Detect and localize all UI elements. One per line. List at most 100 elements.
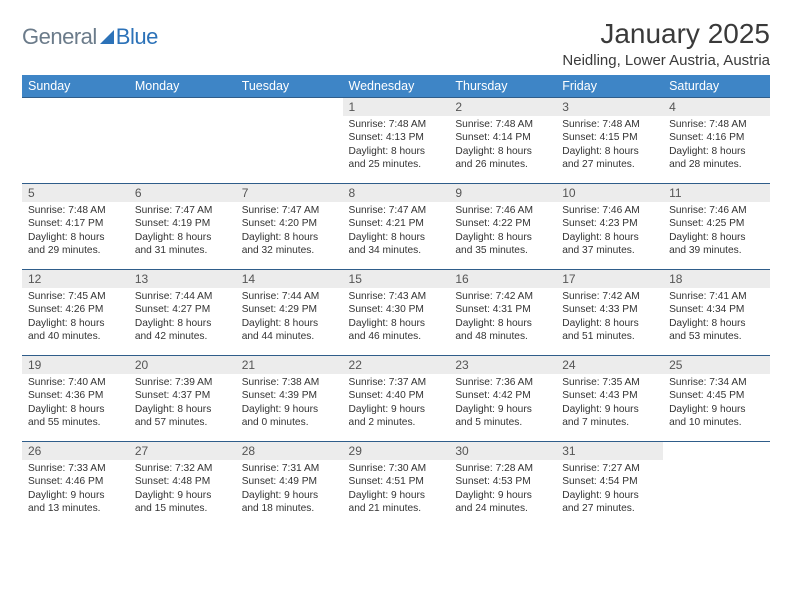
sunrise-line: Sunrise: 7:38 AM — [242, 376, 337, 389]
sunrise-line: Sunrise: 7:47 AM — [242, 204, 337, 217]
day-number: 2 — [449, 98, 556, 116]
day-details: Sunrise: 7:48 AMSunset: 4:16 PMDaylight:… — [663, 118, 770, 176]
sunset-time: 4:16 PM — [706, 132, 744, 143]
day-number: 21 — [236, 356, 343, 374]
daylight-hours: 9 — [605, 404, 611, 415]
sunset-time: 4:48 PM — [172, 476, 210, 487]
day-details: Sunrise: 7:48 AMSunset: 4:17 PMDaylight:… — [22, 204, 129, 262]
sunrise-line: Sunrise: 7:28 AM — [455, 462, 550, 475]
daylight-hours: 9 — [391, 490, 397, 501]
sunset-time: 4:49 PM — [279, 476, 317, 487]
daylight-line: Daylight: 9 hours and 15 minutes. — [135, 489, 230, 516]
sunset-time: 4:22 PM — [493, 218, 531, 229]
calendar-day-cell — [663, 442, 770, 528]
daylight-hours: 9 — [605, 490, 611, 501]
calendar-day-cell — [22, 98, 129, 184]
calendar-week-row: 5 Sunrise: 7:48 AMSunset: 4:17 PMDaylight… — [22, 184, 770, 270]
day-header: Tuesday — [236, 75, 343, 98]
sunset-line: Sunset: 4:31 PM — [455, 303, 550, 316]
daylight-minutes: 27 — [582, 159, 593, 170]
daylight-minutes: 26 — [475, 159, 486, 170]
day-number: 5 — [22, 184, 129, 202]
sunrise-time: 7:44 AM — [175, 291, 212, 302]
sunset-time: 4:17 PM — [65, 218, 103, 229]
day-details: Sunrise: 7:38 AMSunset: 4:39 PMDaylight:… — [236, 376, 343, 434]
sunset-time: 4:42 PM — [493, 390, 531, 401]
daylight-line: Daylight: 8 hours and 48 minutes. — [455, 317, 550, 344]
daylight-hours: 8 — [70, 232, 76, 243]
sunset-line: Sunset: 4:43 PM — [562, 389, 657, 402]
day-details: Sunrise: 7:47 AMSunset: 4:20 PMDaylight:… — [236, 204, 343, 262]
day-details: Sunrise: 7:46 AMSunset: 4:25 PMDaylight:… — [663, 204, 770, 262]
day-header: Sunday — [22, 75, 129, 98]
calendar-week-row: 26 Sunrise: 7:33 AMSunset: 4:46 PMDayligh… — [22, 442, 770, 528]
sunset-line: Sunset: 4:46 PM — [28, 475, 123, 488]
calendar-day-cell: 7Sunrise: 7:47 AMSunset: 4:20 PMDaylight… — [236, 184, 343, 270]
daylight-hours: 9 — [391, 404, 397, 415]
daylight-minutes: 13 — [48, 503, 59, 514]
sunrise-time: 7:38 AM — [282, 377, 319, 388]
sunset-line: Sunset: 4:51 PM — [349, 475, 444, 488]
day-number: 23 — [449, 356, 556, 374]
daylight-minutes: 27 — [582, 503, 593, 514]
calendar-day-cell: 11 Sunrise: 7:46 AMSunset: 4:25 PMDayligh… — [663, 184, 770, 270]
sunrise-time: 7:33 AM — [68, 463, 105, 474]
day-number: 11 — [663, 184, 770, 202]
daylight-minutes: 35 — [475, 245, 486, 256]
day-details: Sunrise: 7:39 AMSunset: 4:37 PMDaylight:… — [129, 376, 236, 434]
sunset-line: Sunset: 4:20 PM — [242, 217, 337, 230]
sunset-time: 4:51 PM — [386, 476, 424, 487]
sunset-line: Sunset: 4:49 PM — [242, 475, 337, 488]
daylight-line: Daylight: 8 hours and 44 minutes. — [242, 317, 337, 344]
daylight-minutes: 25 — [368, 159, 379, 170]
sunrise-line: Sunrise: 7:46 AM — [455, 204, 550, 217]
sunrise-time: 7:41 AM — [709, 291, 746, 302]
calendar-day-cell: 2Sunrise: 7:48 AMSunset: 4:14 PMDaylight… — [449, 98, 556, 184]
sunset-time: 4:15 PM — [600, 132, 638, 143]
sunrise-time: 7:46 AM — [709, 205, 746, 216]
sunset-line: Sunset: 4:54 PM — [562, 475, 657, 488]
calendar-day-cell: 30Sunrise: 7:28 AMSunset: 4:53 PMDayligh… — [449, 442, 556, 528]
daylight-hours: 8 — [70, 404, 76, 415]
day-details: Sunrise: 7:34 AMSunset: 4:45 PMDaylight:… — [663, 376, 770, 434]
location-subtitle: Neidling, Lower Austria, Austria — [562, 52, 770, 69]
daylight-minutes: 40 — [48, 331, 59, 342]
daylight-minutes: 31 — [155, 245, 166, 256]
sunrise-line: Sunrise: 7:46 AM — [669, 204, 764, 217]
daylight-hours: 8 — [177, 404, 183, 415]
calendar-day-cell: 23Sunrise: 7:36 AMSunset: 4:42 PMDayligh… — [449, 356, 556, 442]
calendar-day-cell: 29Sunrise: 7:30 AMSunset: 4:51 PMDayligh… — [343, 442, 450, 528]
daylight-line: Daylight: 8 hours and 37 minutes. — [562, 231, 657, 258]
sunset-line: Sunset: 4:42 PM — [455, 389, 550, 402]
day-details: Sunrise: 7:33 AMSunset: 4:46 PMDaylight:… — [22, 462, 129, 520]
calendar-day-cell: 14Sunrise: 7:44 AMSunset: 4:29 PMDayligh… — [236, 270, 343, 356]
sunrise-time: 7:42 AM — [496, 291, 533, 302]
calendar-day-cell: 22Sunrise: 7:37 AMSunset: 4:40 PMDayligh… — [343, 356, 450, 442]
daylight-hours: 8 — [498, 318, 504, 329]
calendar-day-cell: 5 Sunrise: 7:48 AMSunset: 4:17 PMDaylight… — [22, 184, 129, 270]
daylight-line: Daylight: 9 hours and 21 minutes. — [349, 489, 444, 516]
daylight-line: Daylight: 9 hours and 24 minutes. — [455, 489, 550, 516]
daylight-line: Daylight: 9 hours and 18 minutes. — [242, 489, 337, 516]
daylight-line: Daylight: 9 hours and 5 minutes. — [455, 403, 550, 430]
day-number: 26 — [22, 442, 129, 460]
daylight-hours: 9 — [712, 404, 718, 415]
sunset-line: Sunset: 4:37 PM — [135, 389, 230, 402]
sunset-time: 4:46 PM — [65, 476, 103, 487]
sunrise-line: Sunrise: 7:27 AM — [562, 462, 657, 475]
sunset-line: Sunset: 4:36 PM — [28, 389, 123, 402]
daylight-minutes: 53 — [689, 331, 700, 342]
sunset-time: 4:26 PM — [65, 304, 103, 315]
sunrise-line: Sunrise: 7:47 AM — [349, 204, 444, 217]
daylight-hours: 9 — [498, 490, 504, 501]
day-details: Sunrise: 7:35 AMSunset: 4:43 PMDaylight:… — [556, 376, 663, 434]
calendar-header-row: SundayMondayTuesdayWednesdayThursdayFrid… — [22, 75, 770, 98]
sunset-time: 4:33 PM — [600, 304, 638, 315]
day-number: 4 — [663, 98, 770, 116]
sunset-time: 4:13 PM — [386, 132, 424, 143]
calendar-week-row: 1Sunrise: 7:48 AMSunset: 4:13 PMDaylight… — [22, 98, 770, 184]
day-details: Sunrise: 7:32 AMSunset: 4:48 PMDaylight:… — [129, 462, 236, 520]
daylight-hours: 8 — [70, 318, 76, 329]
daylight-line: Daylight: 8 hours and 51 minutes. — [562, 317, 657, 344]
daylight-minutes: 32 — [262, 245, 273, 256]
